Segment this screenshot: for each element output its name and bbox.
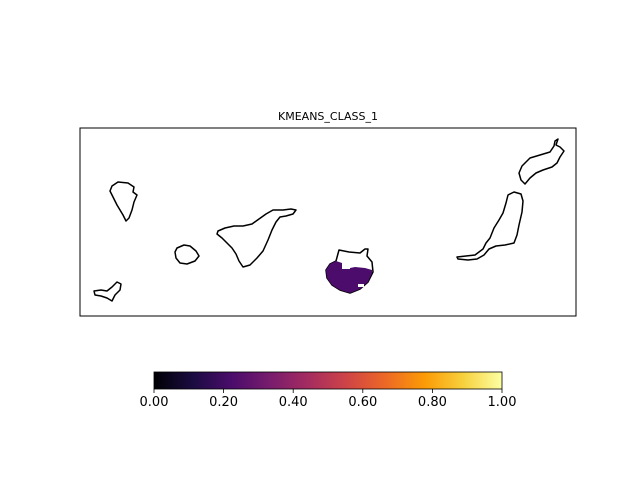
colorbar-tick-label: 1.00 — [488, 395, 517, 410]
island-lanzarote — [518, 138, 565, 185]
island-el-hierro — [93, 281, 122, 302]
island-la-gomera — [174, 244, 200, 265]
fill-gap-east — [358, 284, 364, 287]
island-fuerteventura — [456, 191, 524, 261]
colorbar-tick-label: 0.60 — [348, 395, 377, 410]
colorbar-tick-label: 0.00 — [140, 395, 169, 410]
fill-gap-north — [342, 264, 350, 269]
island-la-palma — [109, 181, 138, 222]
colorbar-tick-label: 0.20 — [209, 395, 238, 410]
colorbar-tick-label: 0.80 — [418, 395, 447, 410]
colorbar-gradient — [153, 371, 503, 390]
colorbar-ticks: 0.00 0.20 0.40 0.60 0.80 1.00 — [140, 389, 517, 410]
map-frame — [79, 127, 577, 317]
colorbar-tick-label: 0.40 — [279, 395, 308, 410]
gran-canaria-class-fill — [326, 261, 372, 293]
island-tenerife — [216, 208, 297, 268]
map-title: KMEANS_CLASS_1 — [278, 110, 378, 123]
